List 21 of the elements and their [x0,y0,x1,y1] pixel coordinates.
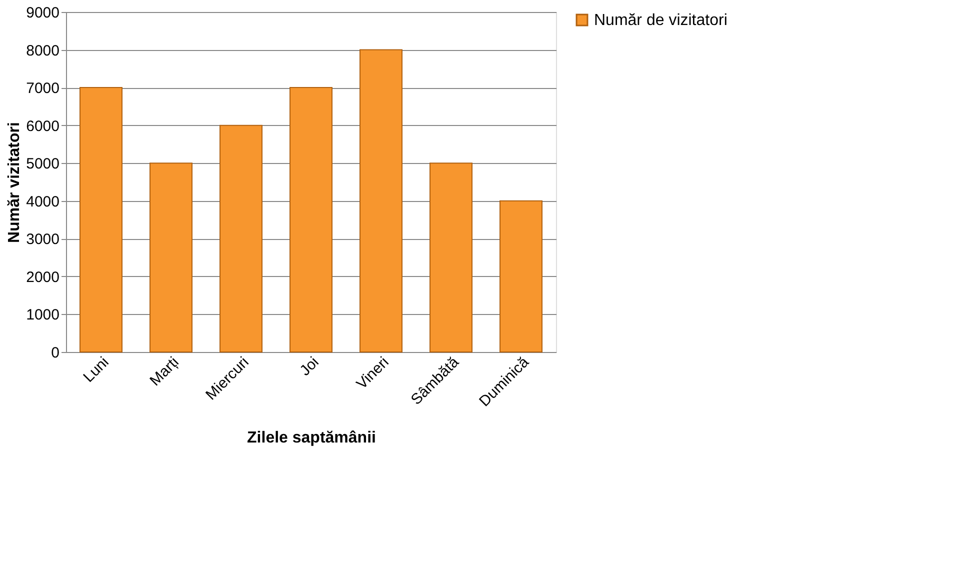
y-tick-label: 4000 [26,193,60,210]
y-tick-label: 1000 [26,306,60,324]
legend-label: Număr de vizitatori [594,12,728,29]
bar [220,124,262,352]
y-tick-label: 0 [51,344,60,362]
y-tick-label: 9000 [26,4,60,22]
x-axis-title: Zilele saptămânii [247,429,376,446]
y-axis-title: Număr vizitatori [6,122,24,243]
bar [150,162,192,352]
bar [80,87,122,352]
bar [290,87,332,352]
y-tick-label: 3000 [26,231,60,248]
x-tick-label: Joi [296,354,322,380]
y-tick-label: 7000 [26,80,60,98]
bar [500,200,542,352]
bar [360,49,402,352]
y-tick-label: 8000 [26,42,60,60]
y-tick-label: 2000 [26,268,60,286]
bar [430,162,472,352]
y-tick-label: 5000 [26,156,60,173]
y-tick-label: 6000 [26,118,60,135]
